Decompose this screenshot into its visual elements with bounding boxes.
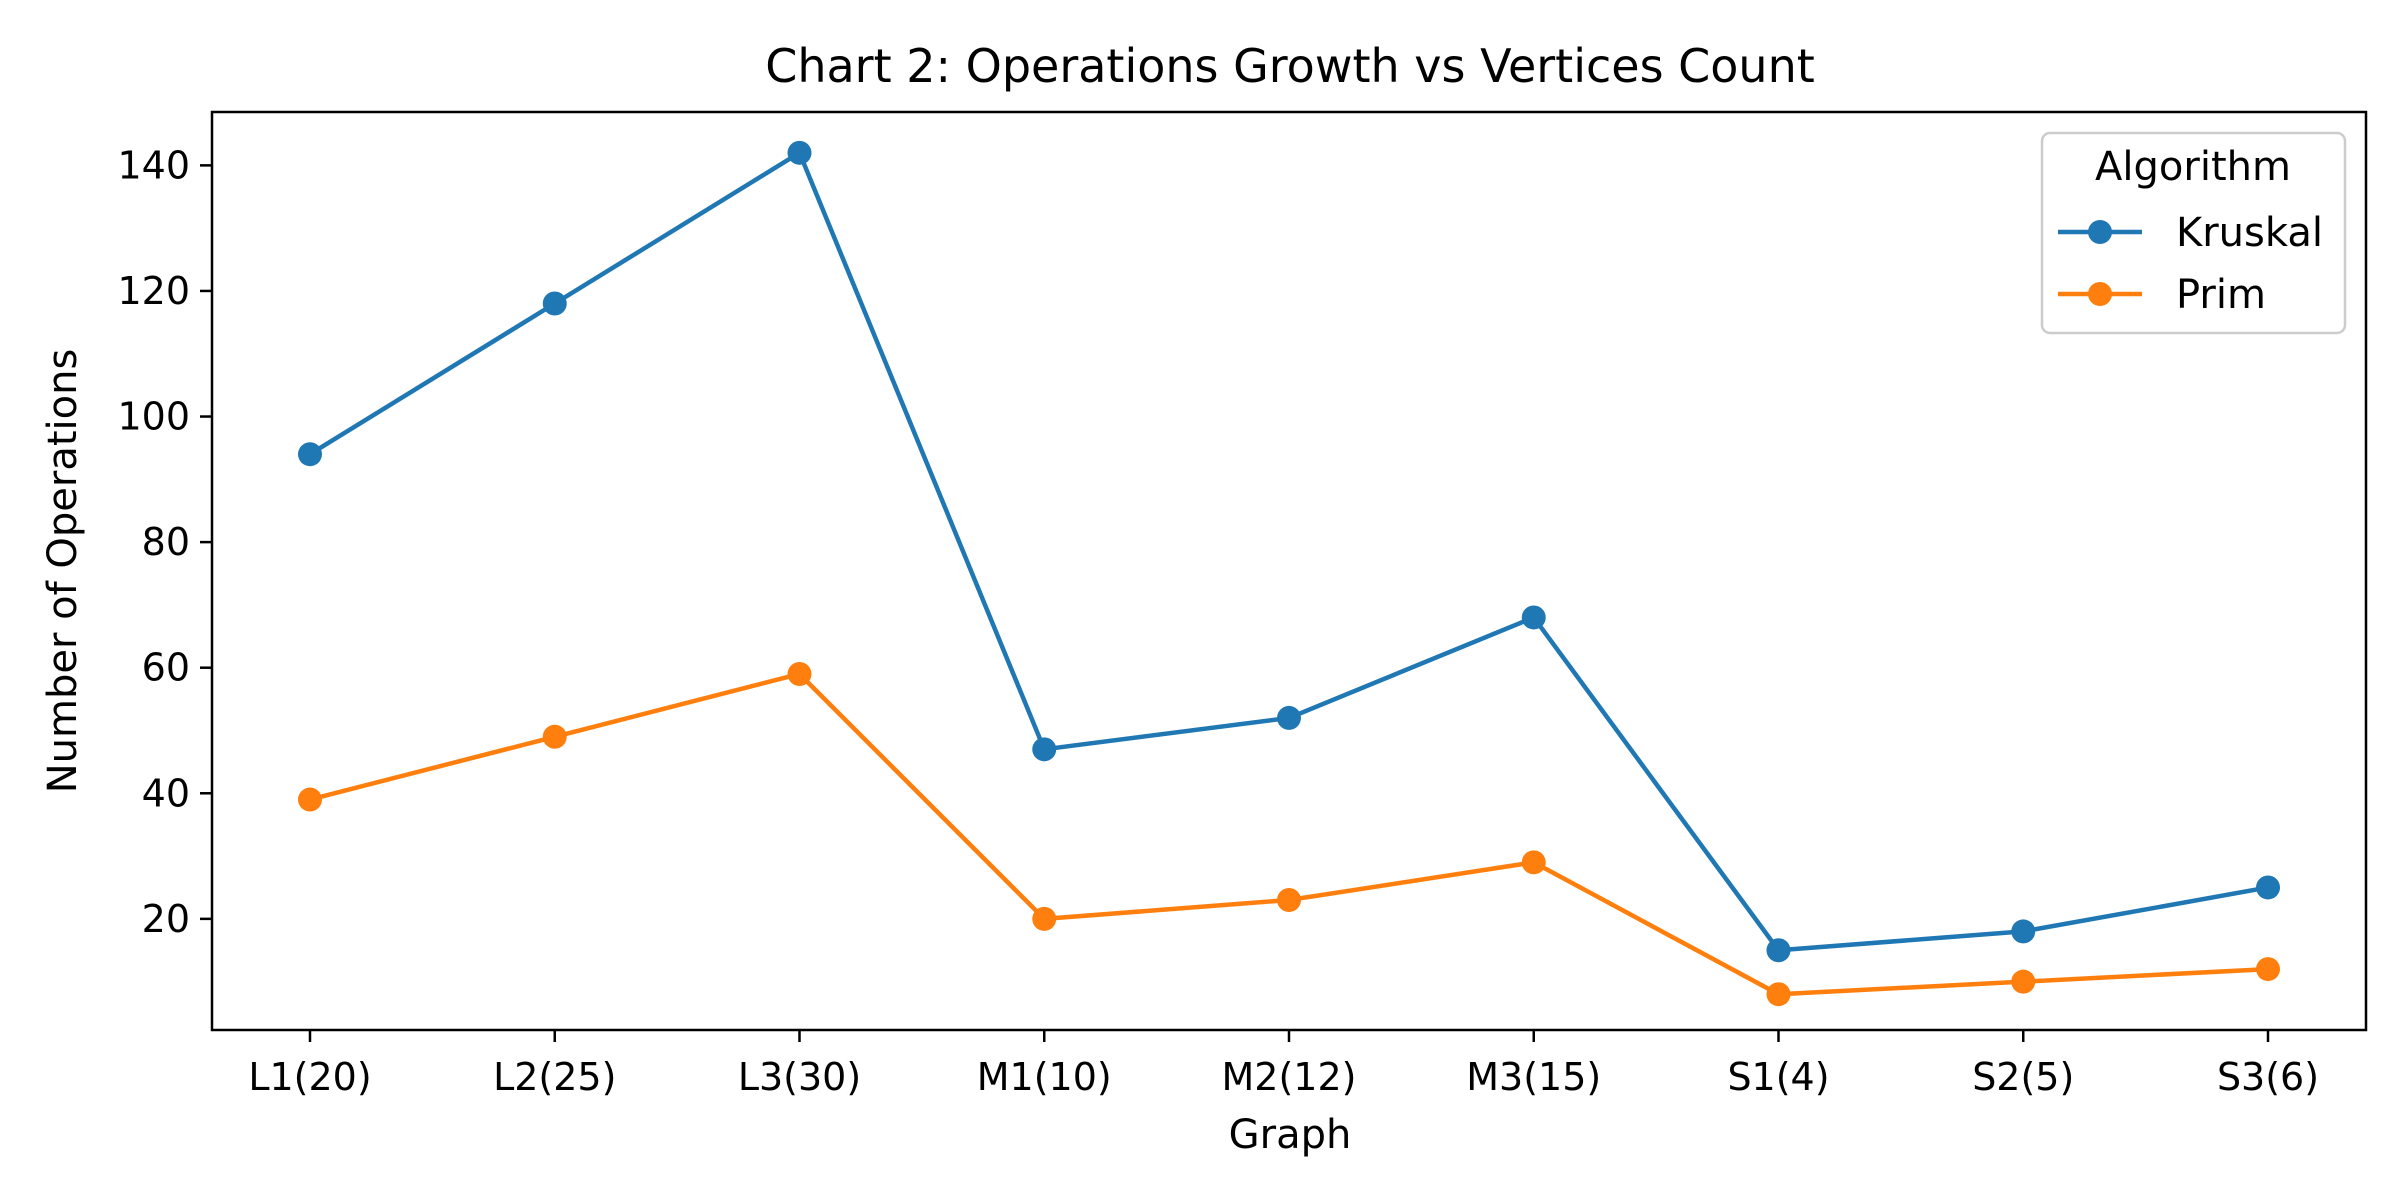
data-point-prim: [2011, 969, 2036, 994]
legend-box: [2040, 131, 2347, 335]
data-point-prim: [298, 787, 322, 812]
data-point-kruskal: [1032, 737, 1057, 762]
y-axis-label: Number of Operations: [40, 349, 86, 794]
plot-area: [298, 140, 2280, 1007]
data-point-prim: [2256, 957, 2280, 982]
legend-label-prim: Prim: [2176, 272, 2266, 318]
x-tick-label: S2(5): [1972, 1055, 2074, 1099]
x-tick-label: M3(15): [1466, 1055, 1601, 1099]
y-tick-label: 40: [142, 771, 190, 815]
x-axis: L1(20) L2(25) L3(30) M1(10) M2(12) M3(15) S1(4…: [248, 1030, 2319, 1099]
series-kruskal: [298, 140, 2280, 963]
data-point-prim: [1521, 850, 1546, 875]
data-point-kruskal: [2256, 875, 2280, 900]
data-point-kruskal: [542, 291, 567, 316]
x-tick-label: L1(20): [248, 1055, 371, 1099]
data-point-prim: [542, 724, 567, 749]
data-point-kruskal: [298, 442, 322, 467]
legend-item-kruskal: Kruskal: [2058, 210, 2323, 256]
series-prim: [298, 661, 2280, 1007]
legend-items: Kruskal Prim: [2058, 210, 2323, 318]
y-tick-label: 140: [117, 143, 190, 187]
x-tick-label: S1(4): [1727, 1055, 1829, 1099]
data-point-kruskal: [1521, 605, 1546, 630]
x-tick-label: L3(30): [738, 1055, 861, 1099]
legend-marker-prim: [2088, 282, 2112, 306]
y-axis: 20 40 60 80 100 120 140: [117, 143, 212, 941]
data-point-prim: [1277, 888, 1301, 913]
x-tick-label: S3(6): [2217, 1055, 2319, 1099]
data-point-kruskal: [1277, 705, 1301, 730]
x-tick-label: M2(12): [1222, 1055, 1357, 1099]
x-tick-label: L2(25): [493, 1055, 616, 1099]
chart-title: Chart 2: Operations Growth vs Vertices C…: [765, 39, 1815, 93]
data-point-prim: [1032, 906, 1057, 931]
y-tick-label: 80: [142, 520, 190, 564]
x-tick-label: M1(10): [977, 1055, 1112, 1099]
data-point-kruskal: [2011, 919, 2036, 944]
legend-label-kruskal: Kruskal: [2176, 210, 2323, 256]
y-tick-label: 60: [142, 646, 190, 690]
data-point-prim: [787, 661, 812, 686]
y-tick-label: 120: [117, 269, 190, 313]
legend-title: Algorithm: [2095, 144, 2291, 190]
legend-item-prim: Prim: [2058, 272, 2266, 318]
legend: Algorithm Kruskal Prim: [2040, 131, 2347, 335]
y-tick-label: 20: [142, 897, 190, 941]
x-axis-label: Graph: [1229, 1112, 1352, 1158]
data-point-kruskal: [1766, 938, 1791, 963]
y-tick-label: 100: [117, 395, 190, 439]
data-point-kruskal: [787, 140, 812, 165]
legend-marker-kruskal: [2088, 220, 2112, 244]
data-point-prim: [1766, 982, 1791, 1007]
